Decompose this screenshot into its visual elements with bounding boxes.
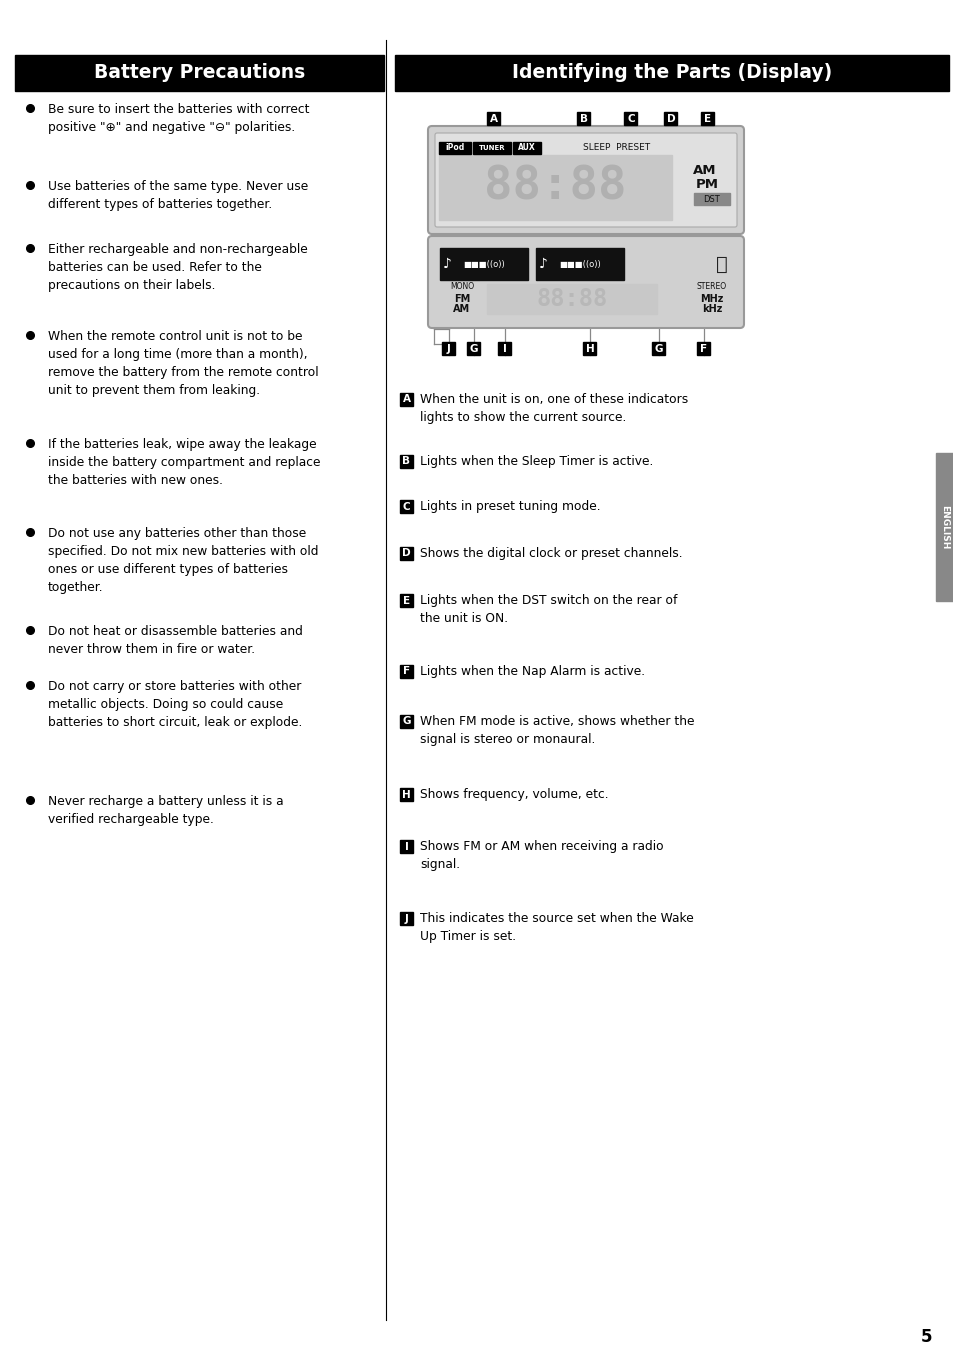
Text: If the batteries leak, wipe away the leakage
inside the battery compartment and : If the batteries leak, wipe away the lea…: [48, 437, 320, 487]
Bar: [439, 248, 527, 280]
Text: I: I: [404, 841, 408, 852]
Bar: [935, 454, 953, 601]
Bar: [399, 715, 413, 728]
Text: kHz: kHz: [701, 305, 721, 314]
FancyBboxPatch shape: [435, 133, 737, 227]
Bar: [399, 788, 413, 802]
Text: E: E: [703, 114, 711, 123]
Bar: [399, 839, 413, 853]
Text: ♪: ♪: [442, 257, 451, 271]
Text: G: G: [402, 716, 411, 727]
Bar: [15, 56, 384, 91]
Text: ■■■((o)): ■■■((o)): [462, 260, 504, 268]
Bar: [442, 343, 455, 355]
Text: 88:88: 88:88: [484, 165, 626, 210]
Text: AUX: AUX: [517, 144, 536, 153]
Text: DST: DST: [703, 195, 720, 203]
Bar: [624, 112, 637, 125]
Text: SLEEP  PRESET: SLEEP PRESET: [583, 144, 650, 153]
Text: Battery Precautions: Battery Precautions: [93, 64, 305, 83]
Text: C: C: [402, 501, 410, 512]
Text: G: G: [469, 344, 477, 353]
Text: Be sure to insert the batteries with correct
positive "⊕" and negative "⊖" polar: Be sure to insert the batteries with cor…: [48, 103, 309, 134]
Bar: [487, 112, 500, 125]
Text: ■■■((o)): ■■■((o)): [558, 260, 600, 268]
Text: MHz: MHz: [700, 294, 723, 305]
Text: Do not heat or disassemble batteries and
never throw them in fire or water.: Do not heat or disassemble batteries and…: [48, 626, 302, 655]
Bar: [577, 112, 590, 125]
Text: ⌛: ⌛: [716, 255, 727, 274]
Text: 88:88: 88:88: [536, 287, 607, 311]
Bar: [473, 142, 511, 154]
Bar: [399, 500, 413, 513]
Bar: [399, 547, 413, 561]
Text: H: H: [402, 789, 411, 799]
Bar: [399, 913, 413, 925]
Bar: [395, 56, 948, 91]
Text: D: D: [666, 114, 675, 123]
Bar: [536, 248, 623, 280]
Text: G: G: [654, 344, 662, 353]
Text: E: E: [402, 596, 410, 605]
Text: I: I: [502, 344, 506, 353]
Text: When FM mode is active, shows whether the
signal is stereo or monaural.: When FM mode is active, shows whether th…: [419, 715, 694, 746]
Bar: [486, 284, 657, 314]
Bar: [399, 393, 413, 406]
Bar: [399, 665, 413, 678]
Text: Identifying the Parts (Display): Identifying the Parts (Display): [512, 64, 831, 83]
Text: A: A: [490, 114, 497, 123]
FancyBboxPatch shape: [428, 126, 743, 234]
Text: FM: FM: [454, 294, 470, 305]
Text: AM: AM: [693, 164, 716, 176]
Text: STEREO: STEREO: [697, 282, 726, 291]
Bar: [399, 594, 413, 607]
Bar: [664, 112, 677, 125]
Text: ENGLISH: ENGLISH: [940, 505, 948, 550]
Text: Either rechargeable and non-rechargeable
batteries can be used. Refer to the
pre: Either rechargeable and non-rechargeable…: [48, 242, 308, 292]
Text: Lights when the DST switch on the rear of
the unit is ON.: Lights when the DST switch on the rear o…: [419, 594, 677, 626]
Bar: [652, 343, 665, 355]
Text: H: H: [585, 344, 594, 353]
Bar: [697, 343, 710, 355]
Text: iPod: iPod: [445, 144, 464, 153]
Bar: [498, 343, 511, 355]
Text: When the remote control unit is not to be
used for a long time (more than a mont: When the remote control unit is not to b…: [48, 330, 318, 397]
Bar: [438, 154, 671, 219]
Text: PM: PM: [695, 179, 718, 191]
Bar: [693, 194, 729, 204]
Text: Do not carry or store batteries with other
metallic objects. Doing so could caus: Do not carry or store batteries with oth…: [48, 680, 302, 728]
Text: B: B: [579, 114, 587, 123]
Text: J: J: [447, 344, 451, 353]
Text: 5: 5: [921, 1328, 932, 1346]
Text: When the unit is on, one of these indicators
lights to show the current source.: When the unit is on, one of these indica…: [419, 393, 687, 424]
Text: A: A: [402, 394, 410, 405]
Bar: [583, 343, 596, 355]
Text: F: F: [402, 666, 410, 677]
Text: Shows the digital clock or preset channels.: Shows the digital clock or preset channe…: [419, 547, 682, 561]
Text: Shows FM or AM when receiving a radio
signal.: Shows FM or AM when receiving a radio si…: [419, 839, 663, 871]
Text: ♪: ♪: [538, 257, 547, 271]
Text: D: D: [402, 548, 411, 558]
Bar: [438, 142, 471, 154]
Bar: [399, 455, 413, 468]
Bar: [700, 112, 714, 125]
Text: AM: AM: [453, 305, 470, 314]
Text: Do not use any batteries other than those
specified. Do not mix new batteries wi: Do not use any batteries other than thos…: [48, 527, 318, 594]
Text: Shows frequency, volume, etc.: Shows frequency, volume, etc.: [419, 788, 608, 802]
Text: Use batteries of the same type. Never use
different types of batteries together.: Use batteries of the same type. Never us…: [48, 180, 308, 211]
Bar: [467, 343, 480, 355]
Text: Lights when the Nap Alarm is active.: Lights when the Nap Alarm is active.: [419, 665, 644, 678]
Text: Lights when the Sleep Timer is active.: Lights when the Sleep Timer is active.: [419, 455, 653, 468]
Text: Lights in preset tuning mode.: Lights in preset tuning mode.: [419, 500, 600, 513]
Text: TUNER: TUNER: [478, 145, 505, 152]
FancyBboxPatch shape: [428, 236, 743, 328]
Text: J: J: [404, 914, 408, 923]
Bar: [513, 142, 540, 154]
Text: B: B: [402, 456, 410, 467]
Text: C: C: [626, 114, 634, 123]
Text: F: F: [700, 344, 707, 353]
Text: Never recharge a battery unless it is a
verified rechargeable type.: Never recharge a battery unless it is a …: [48, 795, 283, 826]
Text: This indicates the source set when the Wake
Up Timer is set.: This indicates the source set when the W…: [419, 913, 693, 942]
Text: MONO: MONO: [450, 282, 474, 291]
